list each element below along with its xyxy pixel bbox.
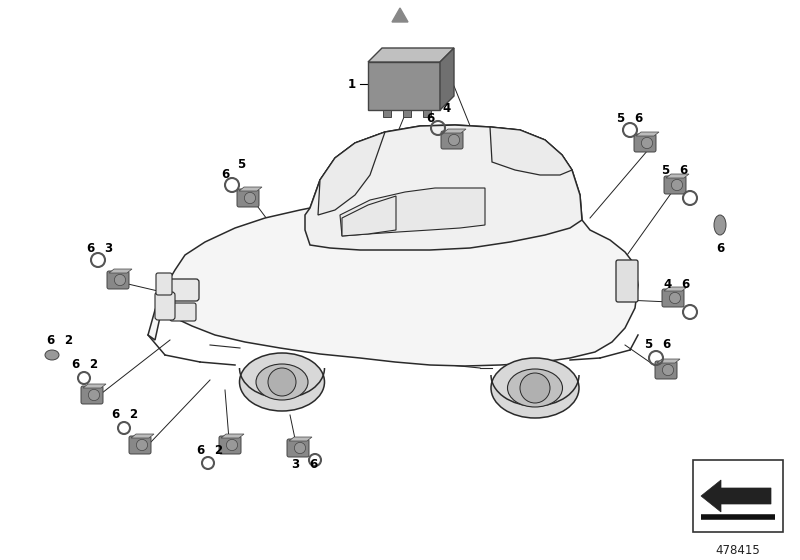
Polygon shape <box>368 62 440 110</box>
FancyBboxPatch shape <box>441 131 463 149</box>
FancyBboxPatch shape <box>155 292 175 320</box>
Polygon shape <box>221 434 244 438</box>
Text: 1: 1 <box>348 77 356 91</box>
Polygon shape <box>657 359 680 363</box>
Ellipse shape <box>491 358 579 418</box>
FancyBboxPatch shape <box>129 436 151 454</box>
Text: 6: 6 <box>221 169 229 181</box>
FancyBboxPatch shape <box>156 273 172 295</box>
Text: 6: 6 <box>46 334 54 347</box>
Circle shape <box>520 373 550 403</box>
Text: 6: 6 <box>662 338 670 352</box>
Polygon shape <box>443 129 466 133</box>
Ellipse shape <box>256 364 308 400</box>
Text: 4: 4 <box>664 278 672 292</box>
Polygon shape <box>392 8 408 22</box>
FancyBboxPatch shape <box>287 439 309 457</box>
Circle shape <box>136 440 147 451</box>
Text: 5: 5 <box>661 164 669 176</box>
FancyBboxPatch shape <box>170 303 196 321</box>
Circle shape <box>294 442 306 454</box>
FancyBboxPatch shape <box>237 189 259 207</box>
Text: 6: 6 <box>111 408 119 422</box>
Text: 5: 5 <box>237 158 245 171</box>
Text: 3: 3 <box>104 241 112 254</box>
Polygon shape <box>83 384 106 388</box>
Polygon shape <box>289 437 312 441</box>
Ellipse shape <box>507 369 562 407</box>
Text: 2: 2 <box>214 444 222 456</box>
Text: 3: 3 <box>291 459 299 472</box>
FancyBboxPatch shape <box>165 279 199 301</box>
Circle shape <box>226 440 238 451</box>
Bar <box>383 110 391 117</box>
Polygon shape <box>368 48 454 62</box>
FancyBboxPatch shape <box>664 176 686 194</box>
FancyBboxPatch shape <box>81 386 103 404</box>
Text: 6: 6 <box>716 241 724 254</box>
Text: 2: 2 <box>89 358 97 371</box>
Text: 6: 6 <box>681 278 689 292</box>
FancyBboxPatch shape <box>616 260 638 302</box>
Text: 6: 6 <box>634 111 642 124</box>
Text: 6: 6 <box>86 241 94 254</box>
Polygon shape <box>148 125 638 366</box>
FancyBboxPatch shape <box>219 436 241 454</box>
Polygon shape <box>636 132 659 136</box>
Circle shape <box>245 193 256 204</box>
Text: 6: 6 <box>71 358 79 371</box>
Circle shape <box>89 389 100 400</box>
Polygon shape <box>440 48 454 110</box>
Text: 2: 2 <box>129 408 137 422</box>
Polygon shape <box>131 434 154 438</box>
Bar <box>693 460 783 532</box>
Polygon shape <box>342 196 396 236</box>
Polygon shape <box>305 125 582 250</box>
Polygon shape <box>490 127 572 175</box>
Polygon shape <box>109 269 132 273</box>
Ellipse shape <box>714 215 726 235</box>
Circle shape <box>662 365 674 376</box>
Polygon shape <box>664 287 687 291</box>
FancyBboxPatch shape <box>634 134 656 152</box>
FancyBboxPatch shape <box>662 289 684 307</box>
Text: 2: 2 <box>64 334 72 347</box>
Polygon shape <box>666 174 689 178</box>
Circle shape <box>671 179 682 190</box>
Circle shape <box>670 292 681 304</box>
Bar <box>403 110 411 117</box>
Ellipse shape <box>45 350 59 360</box>
Text: 6: 6 <box>679 164 687 176</box>
Text: 4: 4 <box>443 102 451 115</box>
FancyBboxPatch shape <box>107 271 129 289</box>
Circle shape <box>114 274 126 286</box>
Text: 478415: 478415 <box>716 544 760 557</box>
Polygon shape <box>701 480 771 512</box>
Polygon shape <box>239 187 262 191</box>
Text: 6: 6 <box>309 459 317 472</box>
Text: 5: 5 <box>616 111 624 124</box>
Circle shape <box>448 134 459 146</box>
Bar <box>423 110 431 117</box>
Polygon shape <box>318 132 385 215</box>
Circle shape <box>268 368 296 396</box>
Text: 6: 6 <box>426 111 434 124</box>
Polygon shape <box>340 188 485 236</box>
Ellipse shape <box>239 353 325 411</box>
FancyBboxPatch shape <box>655 361 677 379</box>
Text: 5: 5 <box>644 338 652 352</box>
Circle shape <box>642 137 653 148</box>
Text: 6: 6 <box>196 444 204 456</box>
